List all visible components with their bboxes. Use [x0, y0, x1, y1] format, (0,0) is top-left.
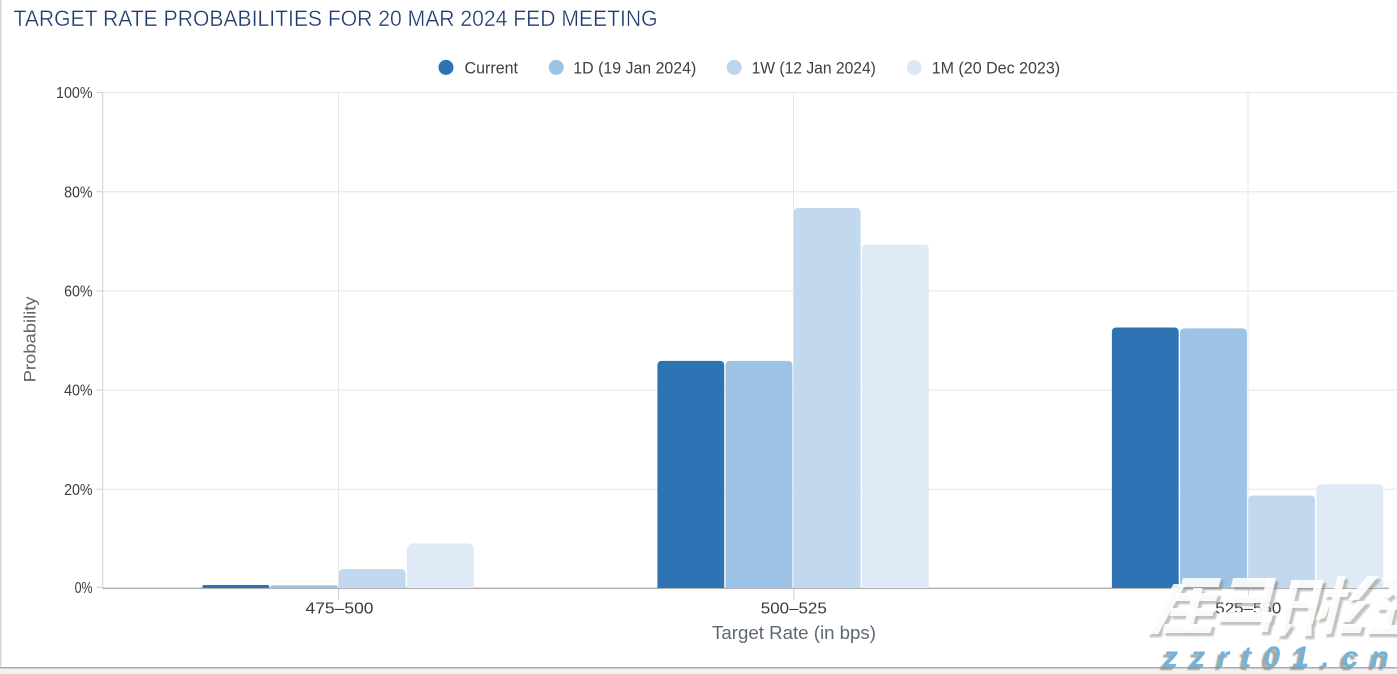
svg-text:Current: Current	[465, 58, 519, 77]
svg-text:80%: 80%	[64, 184, 93, 201]
svg-text:1W (12 Jan 2024): 1W (12 Jan 2024)	[752, 58, 876, 77]
svg-text:100%: 100%	[56, 85, 93, 102]
svg-text:475–500: 475–500	[306, 601, 374, 618]
svg-text:0%: 0%	[75, 580, 93, 597]
svg-text:zzrt01.cn: zzrt01.cn	[1162, 641, 1397, 674]
svg-text:1M (20 Dec 2023): 1M (20 Dec 2023)	[932, 58, 1060, 77]
svg-text:60%: 60%	[64, 284, 93, 301]
svg-text:Probability: Probability	[21, 296, 40, 383]
svg-text:TARGET RATE PROBABILITIES FOR: TARGET RATE PROBABILITIES FOR 20 MAR 202…	[14, 6, 658, 31]
svg-text:500–525: 500–525	[761, 601, 827, 618]
svg-text:20%: 20%	[64, 482, 93, 499]
svg-text:40%: 40%	[64, 383, 93, 400]
svg-text:Target Rate (in bps): Target Rate (in bps)	[712, 623, 876, 643]
svg-text:1D (19 Jan 2024): 1D (19 Jan 2024)	[573, 58, 696, 77]
